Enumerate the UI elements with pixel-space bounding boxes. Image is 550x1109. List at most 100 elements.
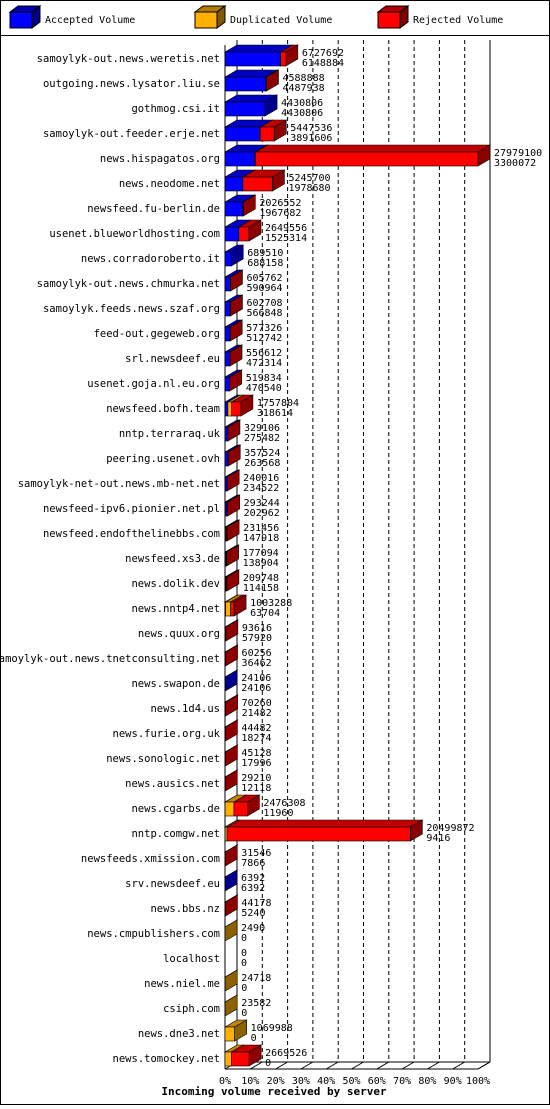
accepted-label: 5240 <box>241 908 265 919</box>
bar-segment <box>225 452 227 466</box>
category-label: news.nntp4.net <box>131 603 220 615</box>
bar-segment <box>227 827 410 841</box>
x-tick-label: 20% <box>267 1076 285 1087</box>
accepted-label: 17996 <box>241 758 271 769</box>
bar-segment <box>225 177 243 191</box>
bar-segment <box>225 102 265 116</box>
category-label: usenet.goja.nl.eu.org <box>87 378 220 390</box>
accepted-label: 263568 <box>244 458 280 469</box>
bar-segment <box>256 152 478 166</box>
category-label: nntp.comgw.net <box>131 828 220 840</box>
category-label: newsfeeds.xmission.com <box>81 853 220 865</box>
bar-segment <box>225 402 228 416</box>
accepted-label: 21482 <box>242 708 272 719</box>
accepted-label: 0 <box>265 1058 271 1069</box>
x-tick-label: 80% <box>418 1076 436 1087</box>
bar-segment <box>281 52 286 66</box>
category-label: newsfeed.bofh.team <box>106 403 220 415</box>
bar-segment <box>225 202 243 216</box>
accepted-label: 590964 <box>246 283 282 294</box>
bar-segment <box>239 227 249 241</box>
category-label: feed-out.gegeweb.org <box>94 328 220 340</box>
accepted-label: 24106 <box>241 683 271 694</box>
category-label: nntp.terraraq.uk <box>119 428 221 440</box>
legend-swatch <box>378 12 400 28</box>
accepted-label: 1978680 <box>288 183 330 194</box>
legend-label: Duplicated Volume <box>230 15 332 26</box>
accepted-label: 18274 <box>241 733 271 744</box>
legend-swatch <box>10 12 32 28</box>
accepted-label: 470540 <box>246 383 282 394</box>
accepted-label: 1525314 <box>265 233 307 244</box>
bar-segment <box>225 152 255 166</box>
category-label: newsfeed.xs3.de <box>125 553 220 565</box>
category-label: gothmog.csi.it <box>131 103 220 115</box>
category-label: peering.usenet.ovh <box>106 453 220 465</box>
total-label: 2669526 <box>265 1048 307 1059</box>
legend-swatch <box>195 12 217 28</box>
category-label: srv.newsdeef.eu <box>125 878 220 890</box>
category-label: samoylyk-out.feeder.erje.net <box>43 128 220 140</box>
x-tick-label: 60% <box>368 1076 386 1087</box>
category-label: srl.newsdeef.eu <box>125 353 220 365</box>
category-label: samoylyk.feeds.news.szaf.org <box>43 303 220 315</box>
category-label: samoylyk-out.news.weretis.net <box>37 53 220 65</box>
accepted-label: 11960 <box>263 808 293 819</box>
category-label: news.sonologic.net <box>106 753 220 765</box>
accepted-label: 688158 <box>247 258 283 269</box>
x-tick-label: 30% <box>292 1076 310 1087</box>
accepted-label: 318614 <box>257 408 293 419</box>
bar-segment <box>225 377 229 391</box>
bar-segment <box>225 302 230 316</box>
x-tick-label: 0% <box>219 1076 231 1087</box>
accepted-label: 0 <box>241 983 247 994</box>
bar-segment <box>243 177 273 191</box>
category-label: outgoing.news.lysator.liu.se <box>43 78 220 90</box>
accepted-label: 6392 <box>241 883 265 894</box>
category-label: news.cmpublishers.com <box>87 928 220 940</box>
accepted-label: 57920 <box>242 633 272 644</box>
accepted-label: 1967682 <box>259 208 301 219</box>
category-label: news.swapon.de <box>131 678 220 690</box>
category-label: news.cgarbs.de <box>131 803 220 815</box>
category-label: newsfeed.fu-berlin.de <box>87 203 220 215</box>
bar-segment <box>232 402 241 416</box>
bar-segment <box>225 427 227 441</box>
x-tick-label: 10% <box>241 1076 259 1087</box>
bar-segment <box>228 402 232 416</box>
accepted-label: 0 <box>241 1008 247 1019</box>
category-label: samoylyk-out.news.chmurka.net <box>37 278 220 290</box>
bar-segment <box>225 352 229 366</box>
bar-segment <box>225 52 281 66</box>
category-label: csiph.com <box>163 1003 220 1015</box>
bar-top <box>256 145 490 152</box>
accepted-label: 4430806 <box>281 108 323 119</box>
accepted-label: 3891606 <box>290 133 332 144</box>
accepted-label: 4487938 <box>282 83 324 94</box>
category-label: news.dolik.dev <box>131 578 220 590</box>
accepted-label: 3300072 <box>494 158 536 169</box>
accepted-label: 512742 <box>246 333 282 344</box>
accepted-label: 9416 <box>426 833 450 844</box>
bar-segment <box>226 602 231 616</box>
x-tick-label: 40% <box>317 1076 335 1087</box>
legend-label: Accepted Volume <box>45 15 135 26</box>
category-label: news.neodome.net <box>119 178 220 190</box>
x-tick-label: 50% <box>342 1076 360 1087</box>
bar-segment <box>234 802 247 816</box>
accepted-label: 114158 <box>243 583 279 594</box>
accepted-label: 234522 <box>243 483 279 494</box>
category-label: news.hispagatos.org <box>100 153 220 165</box>
accepted-label: 0 <box>241 958 247 969</box>
category-label: news.quux.org <box>138 628 220 640</box>
accepted-label: 7866 <box>241 858 265 869</box>
category-label: samoylyk-net-out.news.mb-net.net <box>18 478 220 490</box>
bar-segment <box>225 77 266 91</box>
category-label: news.1d4.us <box>150 703 220 715</box>
bar-segment <box>260 127 274 141</box>
bar-segment <box>225 1052 231 1066</box>
category-label: samoylyk-out.news.tnetconsulting.net <box>0 653 220 665</box>
accepted-label: 472314 <box>246 358 282 369</box>
accepted-label: 275482 <box>244 433 280 444</box>
